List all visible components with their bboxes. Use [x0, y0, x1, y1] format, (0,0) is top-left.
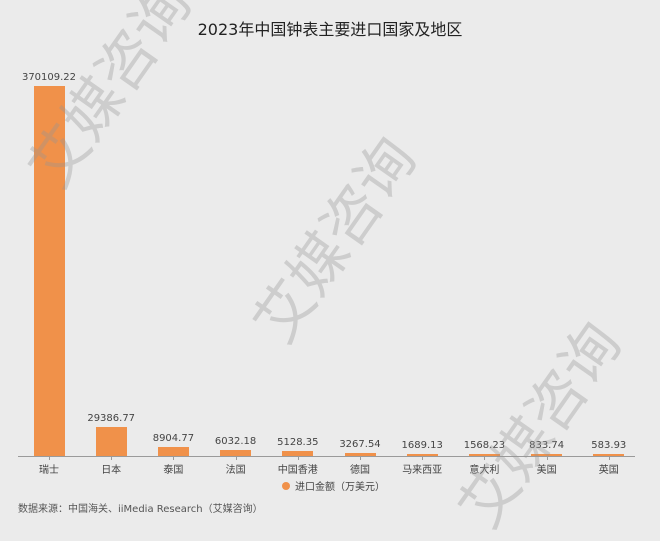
- chart-title: 2023年中国钟表主要进口国家及地区: [197, 20, 463, 39]
- x-axis-tick: [173, 456, 175, 460]
- bar: [95, 426, 127, 456]
- x-axis-category-label: 德国: [350, 465, 370, 476]
- bar-value-label: 1689.13: [401, 440, 443, 451]
- x-axis-line: [18, 456, 635, 457]
- x-axis-category-label: 意大利: [469, 465, 500, 476]
- bar: [468, 454, 500, 456]
- bar-value-label: 5128.35: [277, 436, 319, 448]
- bar-value-label: 370109.22: [21, 72, 77, 83]
- bar: [344, 452, 376, 456]
- bar-value-label: 1568.23: [463, 440, 506, 451]
- x-axis-tick: [608, 456, 610, 460]
- bar: [282, 450, 314, 456]
- plot-area: 370109.22 瑞士 29386.77 日本 8904.77 泰国 6032.18 法国 5…: [18, 72, 635, 476]
- x-axis-tick: [546, 456, 548, 460]
- bar: [406, 454, 438, 456]
- x-axis-category-label: 英国: [598, 465, 619, 476]
- bar: [157, 447, 189, 456]
- bar: [593, 454, 625, 456]
- x-axis-category-label: 法国: [225, 465, 246, 476]
- bar-value-label: 3267.54: [339, 438, 381, 450]
- x-axis-tick: [49, 456, 50, 460]
- bar-value-label: 6032.18: [214, 435, 257, 447]
- bar-value-label: 8904.77: [152, 433, 195, 445]
- x-axis-tick: [422, 456, 424, 460]
- legend-marker-icon: [282, 481, 290, 490]
- legend: 进口金额（万美元）: [282, 478, 385, 493]
- x-axis-category-label: 马来西亚: [402, 465, 443, 476]
- x-axis-category-label: 日本: [101, 465, 122, 476]
- x-axis-tick: [484, 456, 486, 460]
- bar: [531, 454, 563, 456]
- bar: [220, 449, 252, 456]
- x-axis-tick: [360, 456, 361, 460]
- bar-value-label: 583.93: [591, 440, 627, 451]
- x-axis-category-label: 瑞士: [39, 465, 59, 476]
- x-axis-category-label: 泰国: [163, 465, 184, 476]
- x-axis-tick: [235, 456, 237, 460]
- x-axis-category-label: 美国: [536, 465, 557, 476]
- bar-value-label: 833.74: [529, 440, 565, 451]
- x-axis-tick: [297, 456, 299, 460]
- legend-label: 进口金额（万美元）: [295, 482, 385, 493]
- bar-value-label: 29386.77: [87, 412, 136, 424]
- x-axis-category-label: 中国香港: [277, 465, 318, 476]
- x-axis-tick: [111, 456, 113, 460]
- data-source-note: 数据来源：中国海关、iiMedia Research（艾媒咨询）: [18, 504, 263, 515]
- bar: [33, 86, 65, 456]
